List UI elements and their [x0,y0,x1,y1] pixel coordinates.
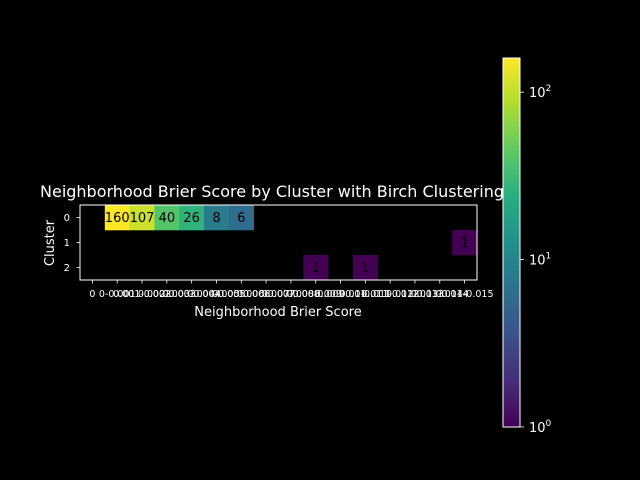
colorbar-gradient [503,58,520,427]
y-tick-label: 0 [64,213,70,224]
heatmap-cell [179,205,205,231]
x-tick-label: 0.005-0.006 [212,289,270,300]
x-tick-label: 0.009-0.01 [315,289,367,300]
x-axis-label: Neighborhood Brier Score [194,305,361,320]
x-tick-label: 0.001-0.002 [113,289,171,300]
x-tick-label: 0.014-0.015 [436,289,494,300]
x-tick-label: 0-0.001 [99,289,136,300]
heatmap-cell [154,205,180,231]
cell-value-label: 1 [361,261,369,276]
x-tick-label: 0 [89,289,95,300]
heatmap-cell [129,205,155,231]
x-tick-label: 0.008-0.009 [287,289,345,300]
cell-value-label: 1 [460,236,468,251]
colorbar-tick-label: 100 [529,419,552,436]
heatmap-cell [303,255,329,281]
colorbar-tick-label: 101 [529,252,551,269]
cell-value-label: 6 [237,211,245,226]
heatmap-cell [204,205,230,231]
colorbar-tick-label: 102 [529,84,551,101]
x-tick-label: 0.004-0.005 [188,289,246,300]
heatmap-cells [104,205,478,281]
x-tick-label: 0.002-0.003 [138,289,196,300]
x-tick-label: 0.012-0.013 [386,289,444,300]
heatmap-cell [228,205,254,231]
cell-value-label: 8 [212,211,220,226]
y-tick-label: 2 [64,263,70,274]
cell-value-label: 40 [159,211,176,226]
x-tick-label: 0.007-0.008 [262,289,320,300]
x-tick-label: 0.003-0.004 [163,289,221,300]
x-tick-label: 0.01-0.011 [339,289,391,300]
x-tick-label: 0.013-0.014 [411,289,469,300]
colorbar-frame [502,57,521,428]
x-tick-label: 0.011-0.012 [361,289,419,300]
cell-value-label: 26 [183,211,200,226]
x-tick-label: 0.006-0.007 [237,289,295,300]
cell-labels: 160 107 40 26 8 6 1 1 1 [105,211,469,276]
x-axis-ticks: 0 0-0.0010.001-0.0020.002-0.0030.003-0.00… [89,280,494,300]
colorbar-ticks: 102 101 100 [520,84,552,436]
heatmap-cell [104,205,130,231]
heatmap-cell [352,255,379,281]
chart-title: Neighborhood Brier Score by Cluster with… [40,182,504,201]
y-axis-ticks: 0 1 2 [64,213,80,274]
y-tick-label: 1 [64,238,70,249]
y-axis-label: Cluster [43,219,58,266]
cell-value-label: 160 [105,211,130,226]
cell-value-label: 1 [312,261,320,276]
cell-value-label: 107 [130,211,155,226]
heatmap-cell [452,230,478,256]
colorbar: 102 101 100 [502,57,552,436]
